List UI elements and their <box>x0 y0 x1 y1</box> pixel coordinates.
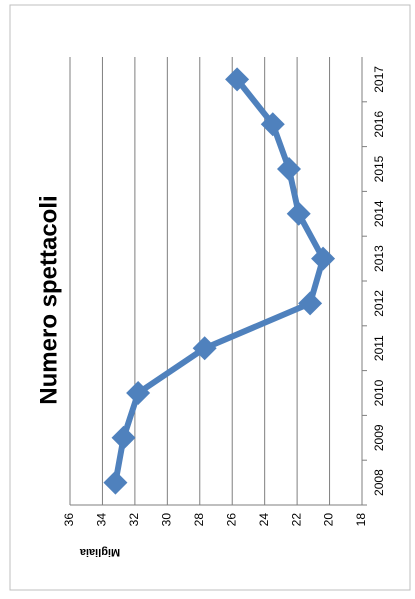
marker <box>192 336 217 361</box>
marker <box>103 470 128 495</box>
series-line <box>112 77 327 484</box>
marker <box>286 201 311 226</box>
y-tick-label: 34 <box>95 513 109 527</box>
marker <box>111 425 136 450</box>
x-tick-label: 2013 <box>372 245 386 272</box>
x-tick-label: 2011 <box>372 335 386 361</box>
chart-title: Numero spettacoli <box>35 195 62 404</box>
marker <box>225 67 250 92</box>
chart: Numero spettacoli Migliaia 18 20 22 24 26 28 3… <box>35 57 386 558</box>
y-tick-label: 18 <box>354 513 368 527</box>
x-tick-label: 2008 <box>372 469 386 496</box>
chart-frame <box>9 4 411 591</box>
y-tick-label: 32 <box>127 513 141 527</box>
y-axis-label: Migliaia <box>79 546 120 558</box>
y-tick-label: 36 <box>62 513 76 527</box>
x-tick-label: 2009 <box>372 424 386 451</box>
y-tick-label: 24 <box>257 513 271 527</box>
marker <box>260 112 285 137</box>
marker <box>311 246 336 271</box>
marker <box>277 157 301 181</box>
y-tick-label: 22 <box>289 513 303 527</box>
marker <box>298 291 323 316</box>
marker <box>126 381 151 405</box>
x-tick-label: 2015 <box>372 155 386 182</box>
x-tick-label: 2014 <box>372 200 386 227</box>
x-tick-label: 2016 <box>372 111 386 138</box>
x-tick-label: 2010 <box>372 379 386 406</box>
x-tick-label: 2012 <box>372 290 386 317</box>
y-tick-label: 28 <box>192 513 206 527</box>
y-tick-label: 26 <box>224 513 238 527</box>
y-tick-label: 30 <box>160 513 174 527</box>
y-tick-label: 20 <box>322 513 336 527</box>
x-tick-label: 2017 <box>372 66 386 93</box>
